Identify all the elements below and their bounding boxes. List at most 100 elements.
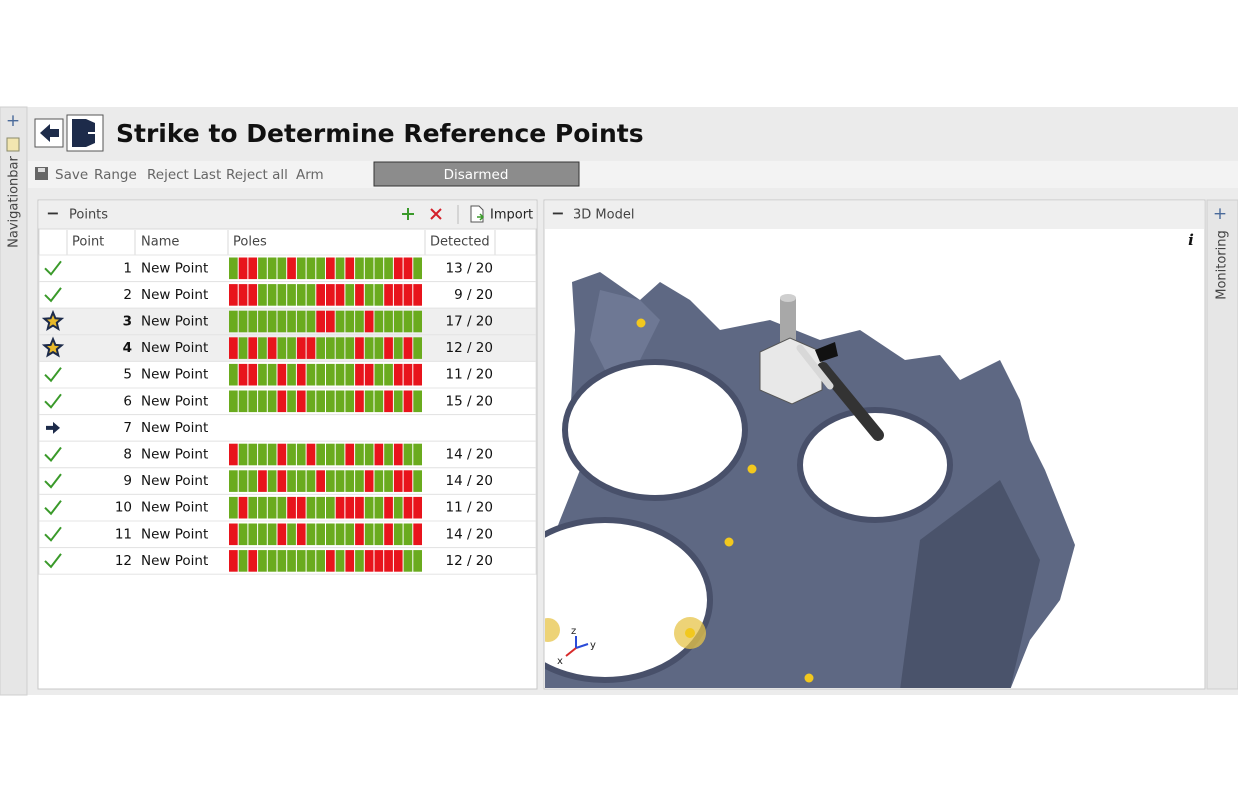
pole-cell xyxy=(277,284,287,306)
pole-cell xyxy=(229,390,238,413)
table-row[interactable] xyxy=(38,414,537,442)
point-name: New Point xyxy=(141,367,208,383)
pole-cell xyxy=(296,337,306,359)
pole-cell xyxy=(277,550,287,572)
monitoring-bar[interactable] xyxy=(1206,199,1238,690)
pole-cell xyxy=(277,337,287,359)
pole-cell xyxy=(258,363,267,386)
pole-cell xyxy=(306,337,316,359)
nav-icon[interactable] xyxy=(6,137,20,152)
pole-cell xyxy=(229,337,238,359)
pole-cell xyxy=(403,337,413,359)
pole-cell xyxy=(374,363,384,386)
pole-cell xyxy=(355,496,364,519)
pole-cell xyxy=(287,337,296,359)
toolbar-button[interactable]: Reject all xyxy=(226,167,288,183)
pole-cell xyxy=(393,550,403,572)
pole-cell xyxy=(393,470,403,492)
points-panel-title: Points xyxy=(69,208,108,223)
pole-cell xyxy=(335,550,345,572)
pole-cell xyxy=(326,310,335,333)
pole-cell xyxy=(364,257,374,280)
pole-cell xyxy=(326,470,335,492)
pole-cell xyxy=(296,363,306,386)
status-check xyxy=(44,500,62,516)
pole-cell xyxy=(374,257,384,280)
reference-point xyxy=(724,537,734,547)
add-button[interactable] xyxy=(402,208,414,220)
axis-label: z xyxy=(571,626,576,637)
pole-cell xyxy=(306,550,316,572)
import-button[interactable]: Import xyxy=(490,208,533,223)
probe-connector xyxy=(815,342,838,362)
toolbar-button[interactable]: Save xyxy=(55,167,88,183)
pole-cell xyxy=(355,470,364,492)
pole-cell xyxy=(345,390,355,413)
pole-cell xyxy=(316,363,325,386)
pole-cell xyxy=(248,443,258,466)
pole-cell xyxy=(267,310,277,333)
exit-icon xyxy=(72,119,95,147)
pole-cell xyxy=(238,257,248,280)
toolbar-button[interactable]: Reject Last xyxy=(147,167,221,183)
point-number: 1 xyxy=(123,260,132,276)
pole-cell xyxy=(374,496,384,519)
navigationbar-label[interactable]: Navigationbar xyxy=(7,156,22,248)
toolbar-button[interactable]: Range xyxy=(94,167,137,183)
pole-cell xyxy=(238,310,248,333)
pole-cell xyxy=(384,523,393,546)
pole-cell xyxy=(229,470,238,492)
pole-cell xyxy=(277,310,287,333)
pole-cell xyxy=(306,257,316,280)
navigation-bar[interactable] xyxy=(0,106,28,696)
toolbar-button[interactable]: Arm xyxy=(296,167,324,183)
pole-cell xyxy=(258,284,267,306)
collapse-icon[interactable]: − xyxy=(46,204,59,223)
pole-cell xyxy=(374,550,384,572)
pole-cell xyxy=(238,390,248,413)
pole-cell xyxy=(403,443,413,466)
reference-point xyxy=(804,673,814,683)
pole-cell xyxy=(374,337,384,359)
monitoring-label[interactable]: Monitoring xyxy=(1215,230,1230,300)
point-name: New Point xyxy=(141,340,208,356)
pole-cell xyxy=(296,550,306,572)
pole-cell xyxy=(403,523,413,546)
axis-y xyxy=(575,643,589,649)
point-number: 2 xyxy=(123,287,132,303)
pole-cell xyxy=(413,443,422,466)
status-check xyxy=(44,393,62,409)
pole-cell xyxy=(267,523,277,546)
pole-cell xyxy=(393,363,403,386)
delete-button[interactable] xyxy=(430,208,442,220)
pole-cell xyxy=(267,363,277,386)
point-name: New Point xyxy=(141,393,208,409)
pole-cell xyxy=(384,310,393,333)
collapse-icon[interactable]: − xyxy=(551,204,564,223)
pole-cell xyxy=(403,310,413,333)
pole-cell xyxy=(345,550,355,572)
point-number: 4 xyxy=(123,340,132,356)
table-header xyxy=(38,228,537,256)
info-button[interactable]: i xyxy=(1188,231,1194,249)
pole-cell xyxy=(287,390,296,413)
pole-cell xyxy=(374,390,384,413)
pole-cell xyxy=(287,523,296,546)
detected-count: 14 / 20 xyxy=(446,473,494,489)
pole-cell xyxy=(229,523,238,546)
expand-icon[interactable]: + xyxy=(1213,204,1227,224)
pole-cell xyxy=(258,470,267,492)
pole-cell xyxy=(393,390,403,413)
pole-cell xyxy=(335,310,345,333)
pole-cell xyxy=(374,284,384,306)
pole-cell xyxy=(287,257,296,280)
pole-cell xyxy=(403,496,413,519)
pole-cell xyxy=(316,257,325,280)
pole-cell xyxy=(287,284,296,306)
expand-icon[interactable]: + xyxy=(6,111,20,131)
detected-count: 12 / 20 xyxy=(446,553,494,569)
pole-cell xyxy=(296,390,306,413)
pole-cell xyxy=(393,337,403,359)
toolbar xyxy=(28,161,1238,188)
point-number: 5 xyxy=(123,367,132,383)
